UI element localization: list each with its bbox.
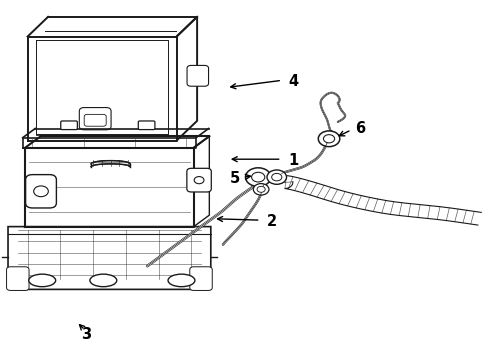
- FancyBboxPatch shape: [138, 121, 155, 130]
- FancyBboxPatch shape: [61, 121, 77, 130]
- Circle shape: [194, 176, 204, 184]
- FancyBboxPatch shape: [187, 168, 211, 192]
- Text: 3: 3: [81, 328, 91, 342]
- FancyBboxPatch shape: [190, 267, 212, 291]
- FancyBboxPatch shape: [25, 175, 56, 208]
- FancyBboxPatch shape: [187, 66, 209, 86]
- Ellipse shape: [90, 274, 117, 287]
- Polygon shape: [91, 161, 130, 167]
- Text: 2: 2: [267, 214, 277, 229]
- Circle shape: [257, 186, 265, 192]
- Circle shape: [245, 168, 271, 186]
- Ellipse shape: [29, 274, 56, 287]
- Circle shape: [251, 172, 265, 182]
- Text: 6: 6: [355, 121, 365, 135]
- Circle shape: [253, 184, 269, 195]
- Circle shape: [267, 170, 287, 184]
- Circle shape: [271, 174, 282, 181]
- Circle shape: [318, 131, 340, 147]
- Circle shape: [323, 135, 335, 143]
- Text: 5: 5: [230, 171, 241, 186]
- Text: 4: 4: [289, 74, 299, 89]
- Ellipse shape: [168, 274, 195, 287]
- FancyBboxPatch shape: [6, 267, 29, 291]
- Text: 1: 1: [289, 153, 299, 168]
- Circle shape: [34, 186, 49, 197]
